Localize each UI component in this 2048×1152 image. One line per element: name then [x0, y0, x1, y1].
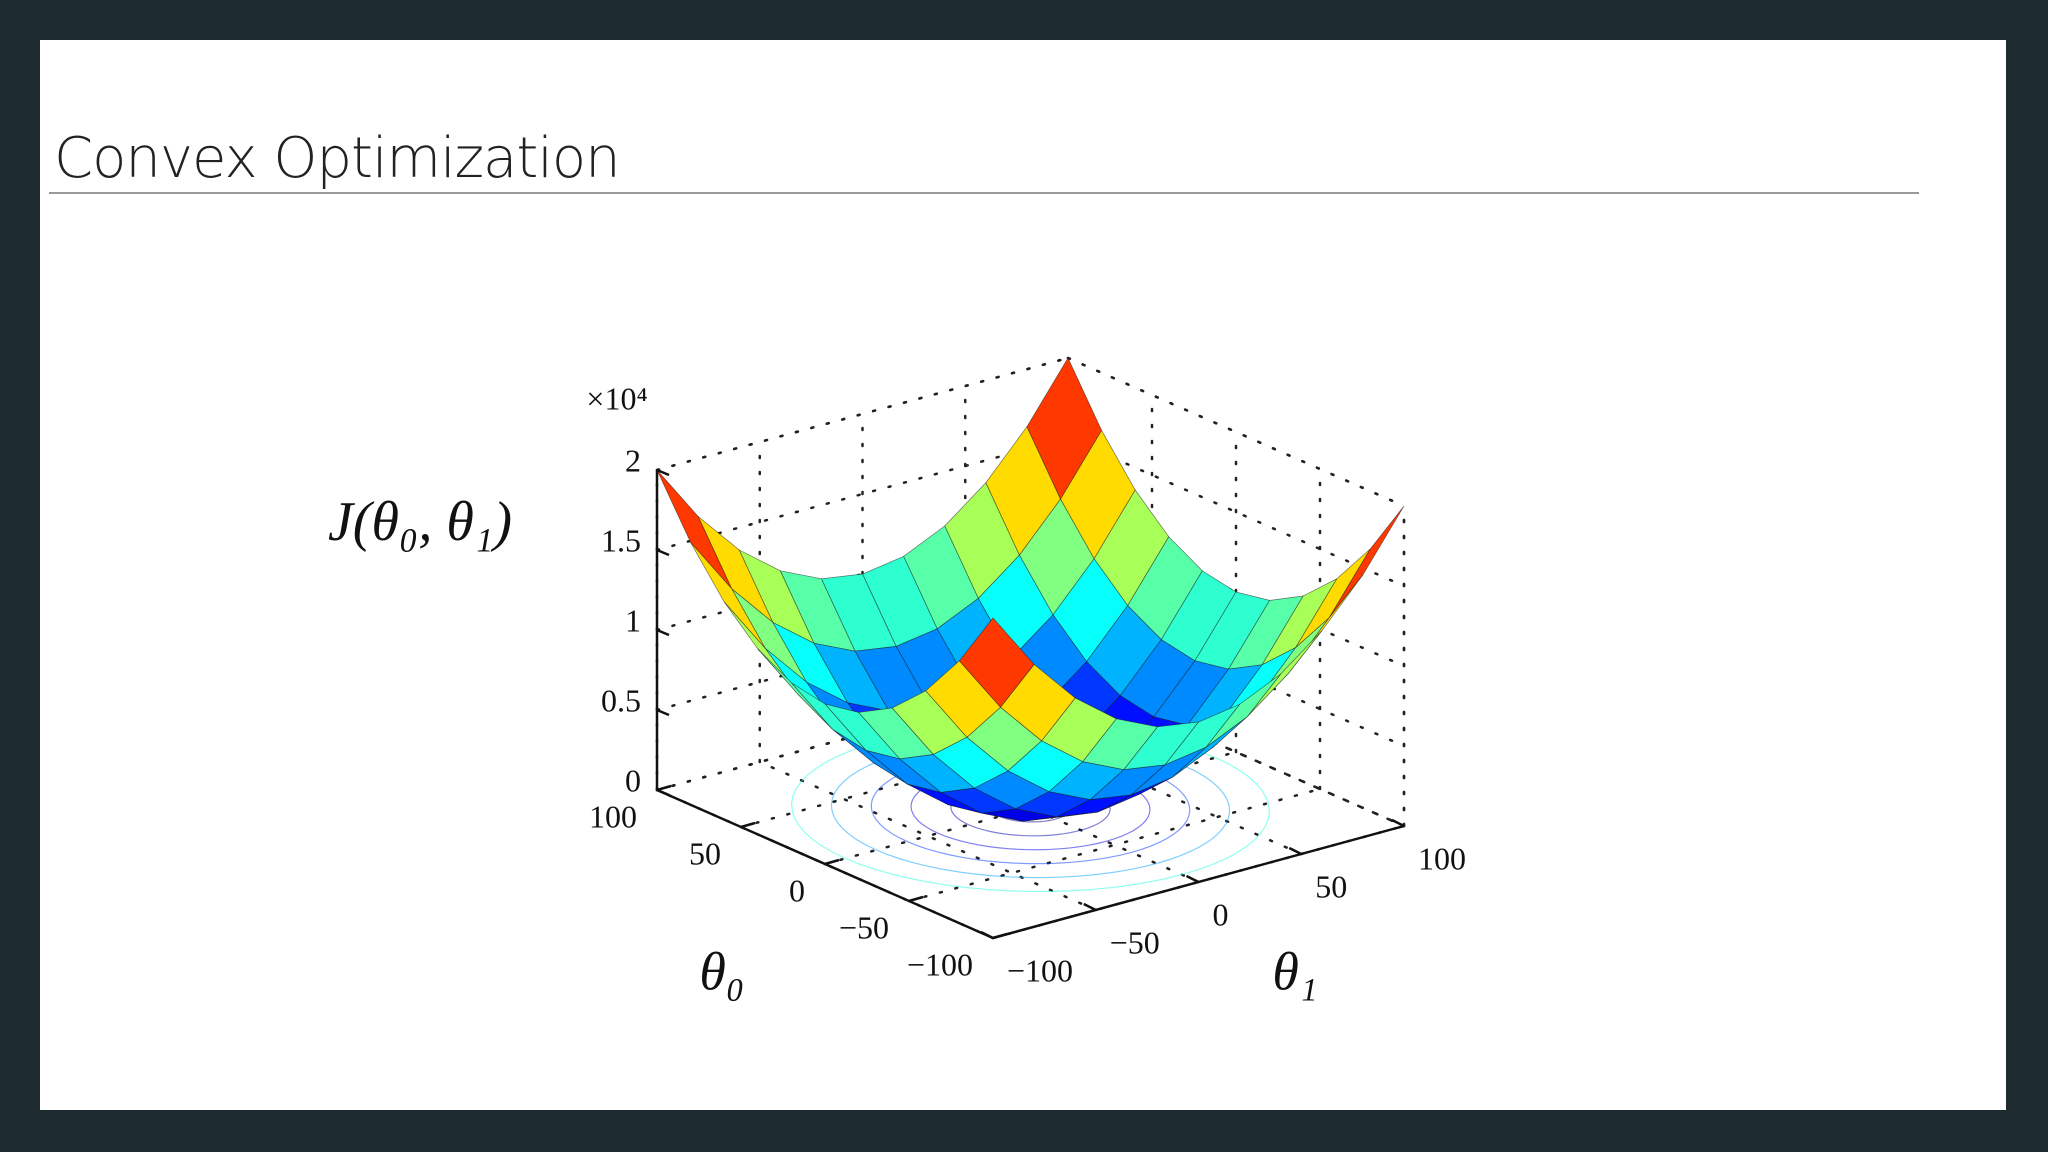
x-tick — [908, 895, 924, 903]
x-tick-label: 50 — [689, 835, 721, 871]
y-axis-label: θ₁ — [1272, 941, 1317, 1001]
x-tick-label: 100 — [589, 798, 637, 834]
grid-line — [1066, 596, 1406, 748]
z-tick — [656, 548, 670, 557]
grid-line — [1066, 676, 1406, 828]
grid-line — [1066, 356, 1406, 508]
slide-title: Convex Optimization — [54, 126, 621, 191]
y-tick — [1391, 818, 1405, 828]
y-tick-label: 50 — [1315, 868, 1347, 904]
y-tick-label: 100 — [1418, 840, 1466, 876]
grid-line — [1066, 516, 1406, 668]
z-tick — [656, 468, 670, 477]
x-tick — [992, 932, 1008, 940]
y-tick — [1288, 846, 1302, 856]
z-tick — [656, 708, 670, 717]
z-tick-label: 0.5 — [601, 682, 641, 718]
grid-line — [758, 760, 1097, 912]
surface-facet — [958, 617, 1035, 708]
grid-line — [1066, 436, 1406, 588]
y-tick-label: −50 — [1110, 924, 1160, 960]
z-tick-label: 2 — [625, 442, 641, 478]
z-axis-label: J(θ₀, θ₁) — [328, 491, 512, 553]
z-multiplier: ×10⁴ — [586, 380, 647, 416]
y-tick-label: −100 — [1007, 952, 1073, 988]
title-rule — [49, 192, 1919, 194]
x-tick-label: −100 — [907, 946, 973, 982]
x-tick — [740, 821, 756, 829]
x-tick — [824, 858, 840, 866]
z-tick-label: 1 — [625, 602, 641, 638]
y-tick — [980, 930, 994, 940]
y-tick — [1185, 874, 1200, 884]
grid-line — [655, 356, 1070, 472]
x-tick-label: −50 — [839, 909, 889, 945]
z-tick-label: 1.5 — [601, 522, 641, 558]
grid-line — [907, 787, 1322, 903]
grid-line — [655, 436, 1070, 552]
x-tick — [656, 784, 672, 792]
surface-facet — [656, 469, 733, 590]
z-tick — [656, 628, 670, 637]
y-tick-label: 0 — [1213, 896, 1229, 932]
x-axis-label: θ₀ — [699, 941, 744, 1001]
x-tick-label: 0 — [789, 872, 805, 908]
surface-facet — [1328, 505, 1405, 618]
z-tick-label: 0 — [625, 762, 641, 798]
y-tick — [1083, 902, 1097, 912]
z-tick — [656, 788, 670, 797]
